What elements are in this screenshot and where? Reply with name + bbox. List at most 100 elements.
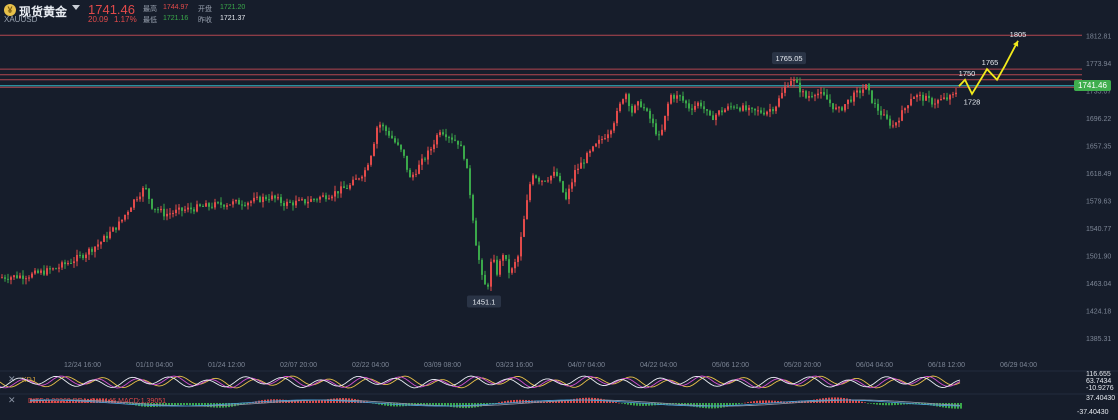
candle-body xyxy=(448,137,450,139)
x-tick-label: 05/06 12:00 xyxy=(712,362,749,369)
candle-body xyxy=(781,92,783,99)
candle-body xyxy=(724,109,726,113)
candle-body xyxy=(523,219,525,237)
candle-body xyxy=(697,102,699,106)
macd-bar xyxy=(54,400,56,403)
candle-body xyxy=(538,177,540,182)
candle-body xyxy=(679,95,681,97)
candle-body xyxy=(331,196,333,199)
candle-body xyxy=(151,198,153,209)
candle-body xyxy=(43,270,45,275)
candle-body xyxy=(25,278,27,280)
macd-bar xyxy=(933,403,935,406)
candle-body xyxy=(436,135,438,145)
candle-body xyxy=(316,199,318,201)
forecast-label: 1805 xyxy=(1010,30,1027,39)
candle-body xyxy=(280,197,282,203)
candle-body xyxy=(391,135,393,139)
candle-body xyxy=(823,92,825,95)
price-annotation-box xyxy=(772,52,806,65)
candle-body xyxy=(409,169,411,178)
symbol-name[interactable]: 现货黄金 xyxy=(19,5,68,19)
macd-bar xyxy=(45,400,47,403)
candle-body xyxy=(559,175,561,182)
candle-body xyxy=(718,110,720,115)
macd-bar xyxy=(165,403,167,407)
candle-body xyxy=(751,107,753,109)
candle-body xyxy=(457,140,459,145)
candle-body xyxy=(361,176,363,179)
candle-body xyxy=(880,110,882,116)
macd-bar xyxy=(744,402,746,404)
macd-bar xyxy=(60,401,62,403)
candle-body xyxy=(337,191,339,194)
y-tick-label: 1463.04 xyxy=(1086,281,1111,288)
macd-bar xyxy=(753,401,755,403)
candle-body xyxy=(592,146,594,151)
candle-body xyxy=(925,95,927,101)
chevron-down-icon[interactable] xyxy=(72,5,80,10)
macd-bar xyxy=(324,399,326,403)
macd-bar xyxy=(726,403,728,407)
macd-bar xyxy=(567,399,569,403)
macd-bar xyxy=(198,403,200,406)
macd-bar xyxy=(171,403,173,406)
candle-body xyxy=(106,235,108,239)
candle-body xyxy=(52,268,54,270)
forecast-label: 1765 xyxy=(982,58,999,67)
candle-body xyxy=(940,99,942,101)
macd-bar xyxy=(918,403,920,405)
macd-bar xyxy=(864,402,866,404)
candle-body xyxy=(460,144,462,147)
candle-body xyxy=(469,168,471,196)
candle-body xyxy=(97,244,99,247)
candle-body xyxy=(604,138,606,140)
candle-body xyxy=(358,178,360,180)
macd-bar xyxy=(192,403,194,406)
macd-bar xyxy=(384,403,386,406)
candle-body xyxy=(379,124,381,128)
candle-body xyxy=(454,139,456,141)
y-tick-label: 1540.77 xyxy=(1086,226,1111,233)
macd-bar xyxy=(555,401,557,403)
macd-bar xyxy=(408,403,410,406)
candle-body xyxy=(415,173,417,175)
macd-bar xyxy=(903,403,905,405)
candle-body xyxy=(652,118,654,124)
candle-body xyxy=(340,186,342,194)
macd-bar xyxy=(132,403,134,405)
candle-body xyxy=(928,95,930,99)
macd-bar xyxy=(774,400,776,403)
macd-bar xyxy=(747,402,749,403)
candle-body xyxy=(661,129,663,135)
candle-body xyxy=(385,126,387,131)
candle-body xyxy=(817,93,819,96)
candle-body xyxy=(793,79,795,82)
macd-bar xyxy=(57,400,59,403)
candle-body xyxy=(886,114,888,119)
candle-body xyxy=(493,259,495,262)
candle-body xyxy=(673,95,675,99)
candle-body xyxy=(664,115,666,130)
candle-body xyxy=(274,195,276,199)
candle-body xyxy=(487,284,489,287)
candle-body xyxy=(607,134,609,139)
macd-bar xyxy=(519,399,521,403)
candle-body xyxy=(877,103,879,111)
macd-bar xyxy=(318,400,320,403)
candle-body xyxy=(466,158,468,169)
macd-bar xyxy=(900,403,902,405)
candle-body xyxy=(169,213,171,215)
candle-body xyxy=(61,262,63,268)
candle-body xyxy=(577,168,579,171)
close-icon: ✕ xyxy=(8,374,16,384)
candle-body xyxy=(583,162,585,164)
candle-body xyxy=(850,99,852,102)
high-label: 最高 xyxy=(143,6,157,13)
candle-body xyxy=(613,123,615,131)
candle-body xyxy=(610,130,612,135)
candle-body xyxy=(7,278,9,280)
candle-body xyxy=(580,162,582,169)
macd-bar xyxy=(189,403,191,406)
